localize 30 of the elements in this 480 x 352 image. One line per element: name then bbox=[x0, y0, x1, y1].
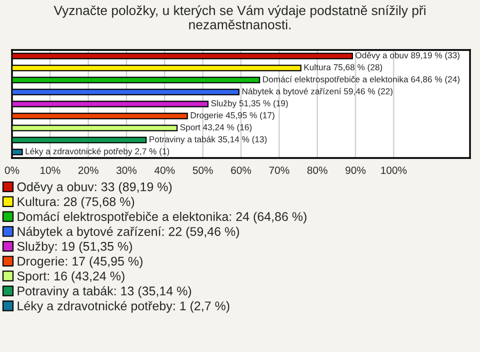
x-tick-label: 40% bbox=[154, 166, 175, 174]
legend-label: Drogerie: 17 (45,95 %) bbox=[18, 256, 142, 268]
legend-label: Léky a zdravotnické potřeby: 1 (2,7 %) bbox=[18, 300, 230, 313]
chart-title: Vyznačte položky, u kterých se Vám výdaje podstatně snížily při nezaměstnanosti. bbox=[54, 5, 426, 30]
x-tick-label: 30% bbox=[116, 166, 137, 174]
data-label: Léky a zdravotnické potřeby 2,7 % (1) bbox=[26, 148, 170, 156]
legend-label: Domácí elektrospotřebiče a elektonika: 24 (64,86 %) bbox=[18, 212, 306, 224]
data-label: Drogerie 45,95 % (17) bbox=[190, 112, 274, 120]
data-label: Domácí elektrospotřebiče a elektonika 64,86 % (24) bbox=[263, 76, 460, 84]
data-label: Služby 51,35 % (19) bbox=[211, 100, 288, 108]
legend-label: Kultura: 28 (75,68 %) bbox=[18, 196, 134, 209]
x-tick-label: 10% bbox=[40, 166, 60, 174]
x-tick-label: 100% bbox=[381, 166, 407, 174]
x-tick-label: 20% bbox=[78, 166, 98, 174]
x-tick-label: 0% bbox=[4, 166, 20, 174]
x-tick-label: 70% bbox=[269, 166, 290, 174]
x-tick-label: 80% bbox=[307, 166, 328, 174]
data-label: Sport 43,24 % (16) bbox=[180, 124, 252, 132]
legend-label: Oděvy a obuv: 33 (89,19 %) bbox=[17, 182, 172, 194]
data-label: Oděvy a obuv 89,19 % (33) bbox=[356, 52, 460, 60]
legend-label: Sport: 16 (43,24 %) bbox=[17, 271, 124, 283]
data-label: Nábytek a bytové zařízení 59,46 % (22) bbox=[242, 88, 392, 96]
legend-label: Služby: 19 (51,35 %) bbox=[17, 242, 132, 254]
legend-label: Nábytek a bytové zařízení: 22 (59,46 %) bbox=[18, 226, 240, 238]
data-label: Potraviny a tabák 35,14 % (13) bbox=[150, 136, 267, 144]
x-tick-label: 50% bbox=[192, 166, 213, 174]
x-tick-label: 60% bbox=[231, 166, 252, 174]
data-label: Kultura 75,68 % (28) bbox=[304, 64, 382, 72]
legend-label: Potraviny a tabák: 13 (35,14 %) bbox=[18, 286, 192, 298]
x-tick-label: 90% bbox=[346, 166, 366, 174]
